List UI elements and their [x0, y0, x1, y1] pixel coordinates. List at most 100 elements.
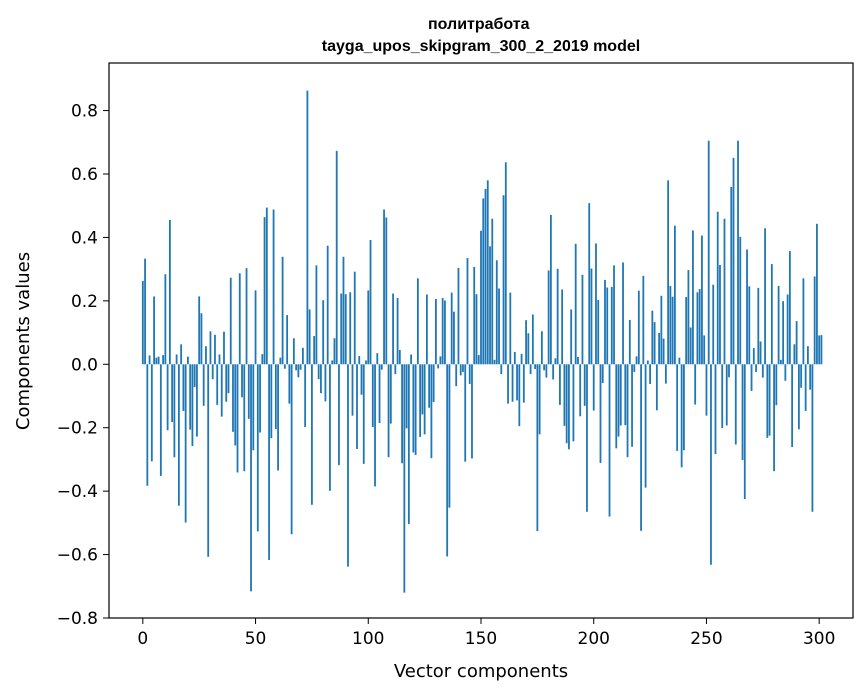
- bar: [624, 364, 627, 426]
- bar: [811, 364, 814, 512]
- bar: [241, 364, 243, 398]
- bar: [196, 364, 198, 437]
- bar: [367, 290, 370, 365]
- bar: [200, 313, 203, 365]
- bar: [295, 364, 298, 371]
- bar: [770, 264, 773, 365]
- bar: [292, 338, 295, 365]
- bar: [633, 364, 636, 372]
- bar: [759, 341, 762, 365]
- bar: [311, 364, 313, 505]
- bar: [507, 364, 509, 404]
- bar: [184, 364, 187, 523]
- bar: [480, 230, 482, 365]
- bar: [272, 209, 275, 365]
- bar: [326, 245, 329, 365]
- bar: [509, 292, 512, 365]
- bar: [270, 364, 273, 439]
- bar: [559, 364, 561, 405]
- bar: [313, 336, 316, 365]
- bar: [631, 364, 633, 447]
- bar: [651, 310, 654, 365]
- chart-title-line-1: политработа: [428, 16, 530, 33]
- bar: [547, 270, 550, 365]
- bar: [570, 309, 573, 365]
- bar: [320, 364, 322, 394]
- bar: [214, 334, 216, 365]
- bar: [159, 364, 162, 476]
- bar: [782, 301, 785, 365]
- bar: [741, 364, 744, 461]
- bar: [680, 364, 683, 468]
- bar: [464, 364, 467, 462]
- bar: [597, 299, 600, 365]
- y-tick-label: 0.6: [71, 165, 98, 185]
- bar: [166, 364, 169, 431]
- bar: [628, 319, 631, 365]
- bar: [394, 364, 397, 375]
- bar: [604, 279, 606, 365]
- bar: [764, 228, 766, 365]
- bar: [157, 356, 160, 365]
- bar: [265, 207, 268, 365]
- bar: [419, 364, 422, 437]
- bar: [410, 354, 413, 365]
- bar: [502, 195, 505, 365]
- bar: [254, 290, 257, 365]
- bar: [791, 364, 794, 448]
- bar: [577, 356, 579, 365]
- bar: [549, 214, 552, 365]
- bar: [743, 364, 746, 500]
- bar: [261, 354, 264, 365]
- bar: [401, 364, 403, 464]
- bar: [619, 364, 622, 426]
- bar: [516, 364, 518, 401]
- bar: [263, 217, 266, 365]
- bar: [392, 293, 394, 365]
- bar: [290, 364, 293, 535]
- bar: [250, 364, 252, 592]
- bar: [162, 355, 165, 365]
- bar: [256, 364, 259, 532]
- bar: [565, 364, 568, 444]
- bar: [719, 265, 721, 365]
- bar: [398, 350, 401, 365]
- bar: [229, 277, 232, 365]
- bar: [520, 353, 523, 365]
- bar: [335, 150, 338, 365]
- bar: [660, 295, 663, 365]
- bar: [721, 364, 724, 429]
- bar: [146, 364, 149, 486]
- y-tick-label: 0.0: [71, 355, 98, 375]
- bar: [588, 203, 591, 365]
- bar: [432, 364, 435, 403]
- bar: [471, 364, 473, 459]
- bar: [380, 364, 383, 370]
- bar: [732, 157, 735, 365]
- bar: [455, 364, 458, 387]
- bar: [277, 364, 279, 471]
- bar: [637, 290, 640, 365]
- bar: [784, 364, 787, 381]
- bar: [522, 364, 525, 403]
- bar: [775, 364, 778, 406]
- bar: [525, 320, 527, 365]
- bar: [518, 364, 521, 427]
- bar: [750, 364, 753, 391]
- bar: [329, 364, 331, 491]
- bar: [259, 364, 261, 433]
- bar: [579, 364, 582, 417]
- bar: [622, 262, 624, 365]
- bar: [473, 266, 476, 365]
- bar: [299, 364, 302, 370]
- bar: [171, 364, 174, 423]
- x-tick-label: 250: [690, 629, 722, 649]
- bar: [482, 198, 485, 365]
- bar: [504, 162, 507, 365]
- bar: [396, 298, 399, 365]
- bar: [696, 292, 699, 365]
- bar: [786, 294, 789, 365]
- y-tick-label: −0.6: [57, 546, 98, 566]
- bar: [227, 364, 230, 394]
- x-axis-label: Vector components: [394, 661, 568, 682]
